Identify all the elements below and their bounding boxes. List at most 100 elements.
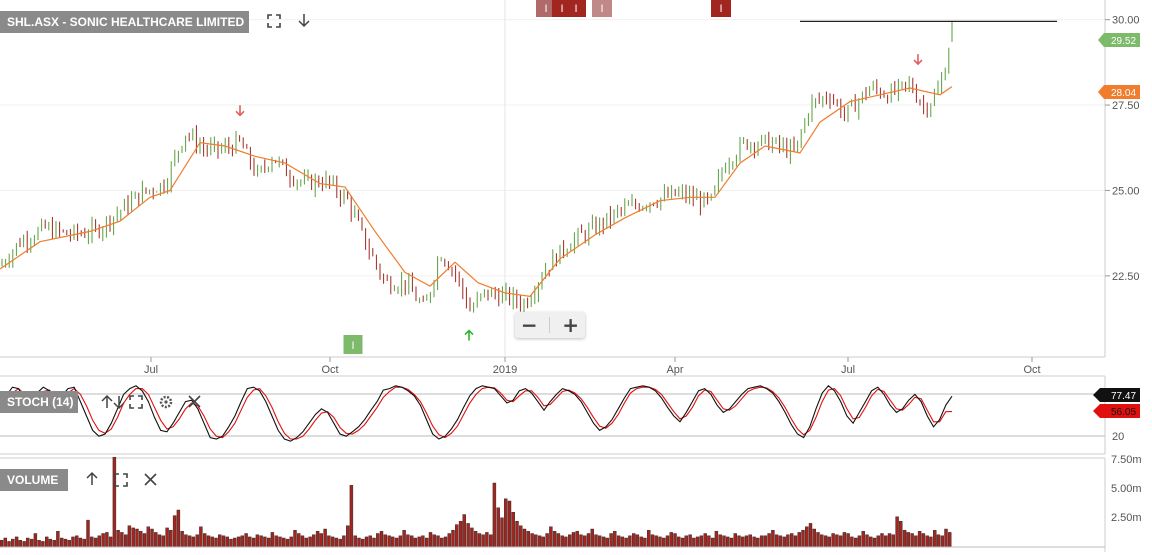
volume-bar (835, 534, 839, 548)
main-panel-header: SHL.ASX - SONIC HEALTHCARE LIMITED (0, 11, 310, 33)
volume-bar (808, 523, 813, 548)
volume-bar (236, 536, 241, 548)
price-panel (0, 0, 1105, 357)
volume-bar (692, 537, 696, 548)
volume-bar (330, 536, 335, 548)
volume-bar (447, 533, 451, 548)
volume-bar (214, 537, 218, 548)
arrow-up-icon[interactable] (101, 394, 113, 408)
volume-bar (421, 535, 425, 548)
volume-bar (586, 533, 591, 548)
main-title: SHL.ASX - SONIC HEALTHCARE LIMITED (7, 15, 244, 29)
event-badge[interactable] (711, 0, 731, 17)
volume-bar (282, 537, 286, 548)
arrow-down-icon[interactable] (113, 396, 125, 410)
volume-bar (440, 537, 444, 548)
volume-bar (861, 531, 865, 548)
volume-bar (838, 535, 843, 548)
volume-bar (507, 500, 512, 548)
volume-bar (718, 534, 722, 548)
zoom-out-button[interactable]: − (520, 313, 538, 337)
volume-bar (248, 536, 252, 548)
volume-bar (349, 485, 354, 548)
volume-bar (530, 533, 534, 548)
zoom-in-button[interactable]: + (562, 313, 580, 337)
arrow-up-icon[interactable] (86, 471, 98, 485)
volume-bar (635, 534, 640, 548)
volume-bar (361, 538, 365, 548)
price-y-axis: 30.00 27.50 25.00 22.50 (1105, 15, 1140, 283)
volume-bar (722, 535, 726, 548)
volume-bar (658, 536, 662, 548)
volume-bar (568, 534, 572, 548)
volume-bar (323, 528, 327, 548)
event-badge[interactable] (343, 335, 363, 354)
sell-signal-icon[interactable] (913, 54, 923, 66)
volume-bar (756, 537, 760, 548)
volume-bar (240, 535, 245, 548)
volume-bar (865, 534, 869, 548)
volume-bar (790, 533, 794, 548)
arrow-down-icon[interactable] (298, 14, 310, 28)
volume-bar (827, 536, 831, 548)
event-badge[interactable] (536, 0, 556, 17)
volume-bar (105, 532, 109, 548)
sell-signal-icon[interactable] (235, 105, 245, 117)
volume-bar (184, 534, 188, 548)
volume-bar (233, 537, 237, 548)
volume-bar (293, 530, 297, 548)
volume-bar (880, 533, 884, 548)
volume-bar (492, 482, 497, 548)
volume-bar (816, 532, 820, 548)
volume-bar (887, 533, 892, 548)
volume-bar (812, 528, 816, 548)
volume-bar (541, 536, 545, 548)
volume-bar (289, 536, 293, 548)
volume-bar (458, 521, 463, 548)
volume-tick-5-00m: 5.00m (1111, 483, 1142, 495)
volume-bar (146, 526, 151, 548)
volume-bar (297, 533, 301, 548)
close-icon[interactable] (144, 473, 157, 486)
expand-icon[interactable] (267, 14, 281, 28)
volume-bar (210, 536, 214, 548)
stoch-tick-20: 20 (1112, 431, 1124, 443)
buy-signal-icon[interactable] (464, 329, 474, 341)
volume-bar (71, 536, 75, 548)
volume-bar (748, 534, 752, 548)
volume-bar (135, 528, 139, 548)
time-tick-label: Apr (666, 364, 683, 376)
volume-bar (733, 533, 737, 548)
volume-bar (379, 531, 384, 548)
volume-bar (714, 531, 719, 548)
event-badge[interactable] (592, 0, 612, 17)
volume-bar (605, 537, 609, 548)
volume-bar (255, 534, 260, 548)
volume-bar (688, 534, 692, 548)
volume-bar (485, 532, 489, 548)
event-badge[interactable] (566, 0, 586, 17)
volume-bar (300, 535, 305, 548)
volume-bar (127, 525, 132, 548)
volume-bar (0, 540, 4, 548)
volume-bar (398, 535, 403, 548)
volume-bar (933, 530, 937, 548)
volume-bar (609, 533, 613, 548)
volume-bar (14, 536, 19, 548)
close-icon[interactable] (188, 395, 201, 408)
volume-bar (616, 535, 621, 548)
expand-icon[interactable] (129, 395, 143, 409)
volume-bar (48, 538, 53, 548)
volume-bar (206, 535, 211, 548)
volume-bar (402, 530, 406, 548)
volume-bar (695, 536, 700, 548)
event-badge-label: I (719, 3, 722, 15)
expand-icon[interactable] (114, 473, 128, 487)
gear-icon[interactable] (159, 395, 173, 409)
event-badges[interactable]: II I I I I (343, 0, 732, 354)
volume-bar (842, 532, 847, 548)
volume-bar (669, 532, 673, 548)
volume-bar (782, 536, 786, 548)
volume-bar (26, 537, 30, 548)
